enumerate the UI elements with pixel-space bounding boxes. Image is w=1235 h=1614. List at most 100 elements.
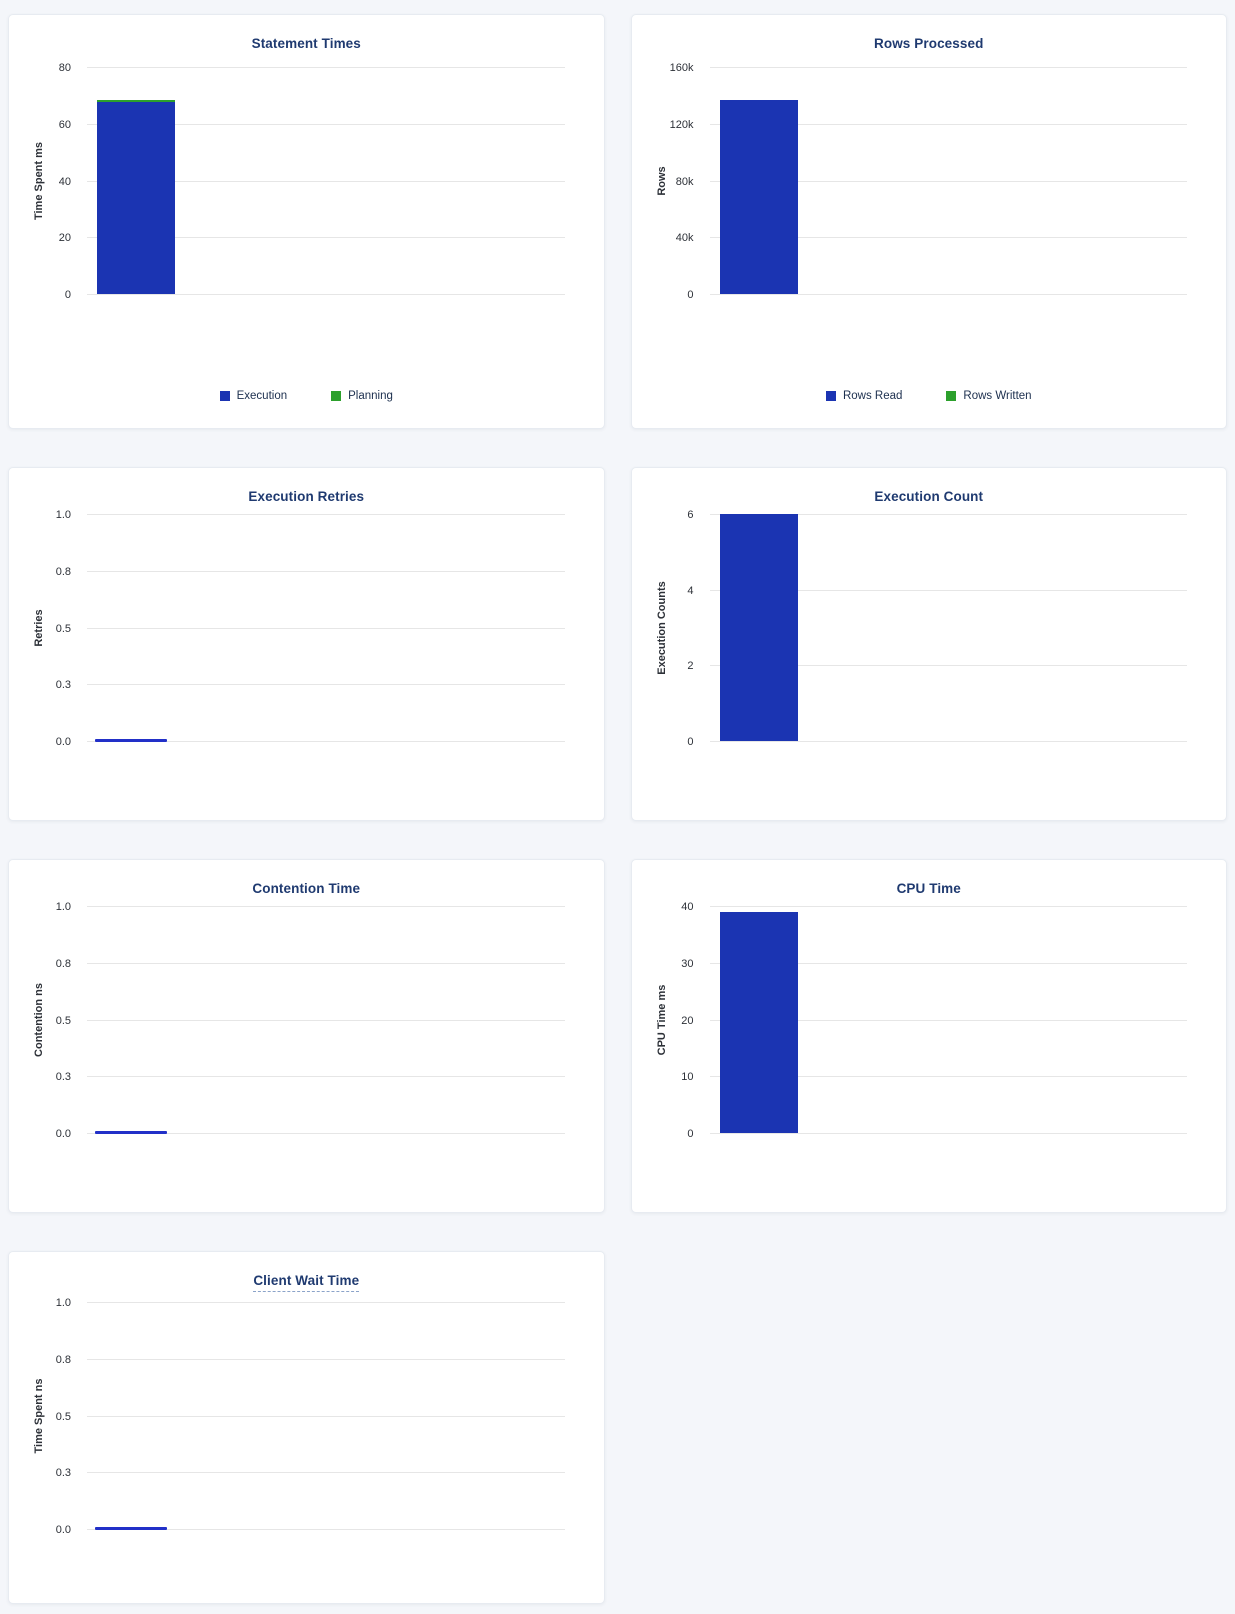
y-axis: 0.0 0.3 0.5 0.8 1.0	[9, 901, 79, 1140]
gridline	[87, 1302, 565, 1303]
bar	[719, 911, 798, 1133]
execution-retries-chart: Retries 0.0 0.3 0.5 0.8 1.0	[33, 509, 565, 748]
y-tick-label: 0.3	[55, 1467, 71, 1480]
gridline	[709, 741, 1187, 742]
y-tick-label: 160k	[669, 62, 694, 74]
chart-legend: Execution Planning	[9, 390, 604, 402]
bar-execution	[97, 102, 175, 294]
legend-label: Rows Read	[842, 390, 903, 402]
y-tick-label: 0.3	[55, 679, 71, 692]
gridline	[87, 627, 565, 629]
gridline	[87, 906, 565, 907]
y-tick-label: 10	[681, 1071, 694, 1084]
y-tick-label: 80	[58, 62, 71, 74]
chart-title: CPU Time	[632, 881, 1227, 896]
y-tick-label: 0.0	[55, 1524, 71, 1536]
legend-item: Execution	[219, 390, 288, 402]
cpu-time-card: CPU Time CPU Time ms 0 10 20 30 40	[630, 859, 1227, 1213]
y-tick-label: 40k	[675, 232, 694, 245]
chart-title: Execution Count	[632, 489, 1227, 504]
gridline	[87, 741, 565, 742]
y-tick-label: 0.0	[55, 1128, 71, 1140]
gridline	[87, 1133, 565, 1134]
bar-rows-read	[719, 99, 798, 294]
plot-area	[87, 514, 565, 742]
legend-item: Rows Written	[946, 390, 1032, 402]
gridline	[87, 123, 565, 125]
plot-area	[709, 514, 1187, 742]
plot-area	[87, 1302, 565, 1530]
y-tick-label: 0.0	[55, 736, 71, 748]
y-axis: 0 2 4 6	[632, 509, 702, 748]
gridline	[709, 123, 1187, 125]
y-axis: 0.0 0.3 0.5 0.8 1.0	[9, 1297, 79, 1536]
legend-swatch-icon	[331, 391, 342, 401]
legend-label: Execution	[236, 390, 288, 402]
y-tick-label: 120k	[669, 118, 694, 131]
gridline	[709, 180, 1187, 182]
chart-title: Contention Time	[9, 881, 604, 896]
y-tick-label: 30	[681, 957, 694, 970]
gridline	[87, 1358, 565, 1360]
y-axis: 0 20 40 60 80	[9, 62, 79, 301]
cpu-time-chart: CPU Time ms 0 10 20 30 40	[656, 901, 1187, 1140]
y-tick-label: 1.0	[55, 509, 71, 521]
legend-swatch-icon	[825, 391, 836, 401]
gridline	[709, 962, 1187, 964]
y-tick-label: 0.5	[55, 622, 71, 635]
gridline	[709, 906, 1187, 907]
chart-title-text: Rows Processed	[874, 36, 984, 51]
legend-item: Planning	[331, 390, 393, 402]
plot-area	[87, 67, 565, 295]
gridline	[709, 1133, 1187, 1134]
gridline	[87, 67, 565, 68]
gridline	[87, 514, 565, 515]
y-tick-label: 40	[681, 901, 694, 913]
legend-item: Rows Read	[825, 390, 903, 402]
chart-title: Statement Times	[9, 36, 604, 51]
y-tick-label: 0.8	[55, 957, 71, 970]
gridline	[87, 1472, 565, 1474]
y-tick-label: 20	[58, 232, 71, 245]
gridline	[87, 1415, 565, 1417]
gridline	[87, 1076, 565, 1078]
chart-title-text: CPU Time	[896, 881, 961, 896]
y-tick-label: 0.5	[55, 1410, 71, 1423]
bar	[719, 514, 798, 741]
charts-grid: Statement Times Time Spent ms 0 20 40 60 80 …	[8, 14, 1227, 1604]
gridline	[87, 294, 565, 295]
y-tick-label: 6	[687, 509, 694, 521]
chart-title-text: Statement Times	[251, 36, 361, 51]
plot-area	[87, 906, 565, 1134]
client-wait-time-card: Client Wait Time Time Spent ns 0.0 0.3 0.5…	[8, 1251, 605, 1604]
gridline	[87, 684, 565, 686]
bar-planning	[97, 99, 175, 103]
rows-processed-chart: Rows 0 40k 80k 120k 160k	[656, 62, 1187, 301]
y-tick-label: 80k	[675, 175, 694, 188]
gridline	[709, 237, 1187, 239]
gridline	[709, 1076, 1187, 1078]
y-tick-label: 1.0	[55, 901, 71, 913]
chart-title: Rows Processed	[632, 36, 1227, 51]
gridline	[709, 1019, 1187, 1021]
rows-processed-card: Rows Processed Rows 0 40k 80k 120k 160k Rows…	[630, 14, 1227, 429]
zero-value-line	[95, 1131, 167, 1134]
gridline	[709, 514, 1187, 515]
chart-legend: Rows Read Rows Written	[632, 390, 1227, 402]
y-axis: 0 40k 80k 120k 160k	[632, 62, 702, 301]
y-tick-label: 2	[687, 660, 694, 673]
y-tick-label: 0	[687, 736, 694, 748]
y-axis: 0 10 20 30 40	[632, 901, 702, 1140]
y-tick-label: 0	[687, 1128, 694, 1140]
chart-title-text: Execution Count	[874, 489, 984, 504]
chart-title: Execution Retries	[9, 489, 604, 504]
y-tick-label: 60	[58, 118, 71, 131]
chart-title-text[interactable]: Client Wait Time	[253, 1273, 360, 1292]
y-tick-label: 4	[687, 584, 694, 597]
client-wait-time-chart: Time Spent ns 0.0 0.3 0.5 0.8 1.0	[33, 1297, 565, 1536]
statement-times-card: Statement Times Time Spent ms 0 20 40 60 80 …	[8, 14, 605, 429]
execution-retries-card: Execution Retries Retries 0.0 0.3 0.5 0.8 1.…	[8, 467, 605, 821]
